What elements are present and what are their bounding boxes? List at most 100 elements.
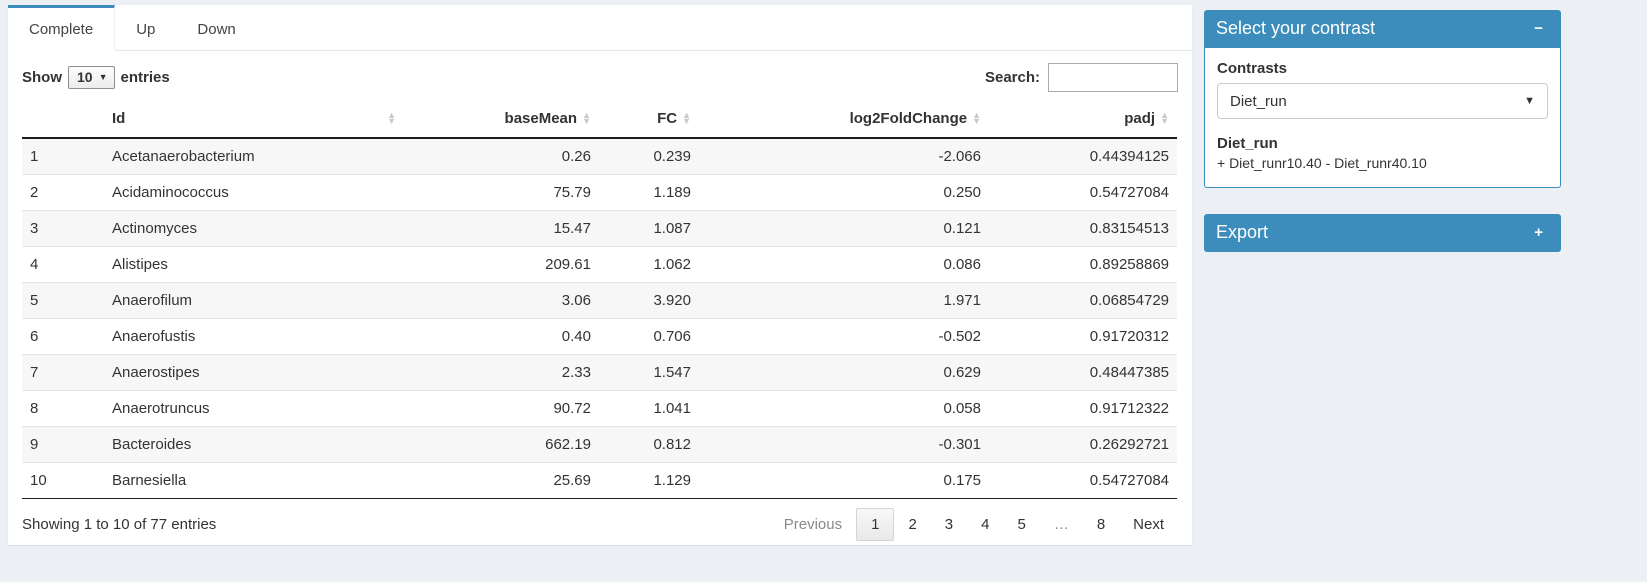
table-controls-row: Show 10 ▼ entries Search:	[22, 61, 1178, 93]
cell-fc: 1.189	[599, 175, 699, 211]
pagination-page-1[interactable]: 1	[856, 508, 894, 541]
export-box-header[interactable]: Export +	[1204, 214, 1561, 252]
tab-up[interactable]: Up	[115, 5, 176, 51]
table-row[interactable]: 4Alistipes209.611.0620.0860.89258869	[22, 247, 1177, 283]
contrast-formula: + Diet_runr10.40 - Diet_runr40.10	[1217, 155, 1548, 171]
cell-log2FoldChange: 1.971	[699, 283, 989, 319]
collapse-plus-icon[interactable]: +	[1528, 225, 1549, 240]
cell-rownum: 5	[22, 283, 104, 319]
table-footer: Showing 1 to 10 of 77 entries Previous12…	[22, 501, 1178, 547]
pagination-previous[interactable]: Previous	[770, 508, 856, 541]
search-control: Search:	[985, 63, 1178, 92]
column-label: baseMean	[505, 110, 578, 127]
cell-rownum: 3	[22, 211, 104, 247]
pagination-page-8[interactable]: 8	[1083, 508, 1119, 541]
cell-id: Acetanaerobacterium	[104, 138, 404, 175]
column-label: log2FoldChange	[850, 110, 968, 127]
cell-baseMean: 25.69	[404, 463, 599, 499]
cell-padj: 0.91720312	[989, 319, 1177, 355]
cell-padj: 0.83154513	[989, 211, 1177, 247]
collapse-minus-icon[interactable]: −	[1528, 21, 1549, 36]
export-box-title: Export	[1216, 222, 1268, 243]
cell-rownum: 6	[22, 319, 104, 355]
table-row[interactable]: 5Anaerofilum3.063.9201.9710.06854729	[22, 283, 1177, 319]
sort-icon: ▲▼	[1160, 113, 1169, 124]
cell-padj: 0.44394125	[989, 138, 1177, 175]
sort-icon: ▲▼	[582, 113, 591, 124]
cell-id: Anaerofilum	[104, 283, 404, 319]
pagination-next[interactable]: Next	[1119, 508, 1178, 541]
cell-fc: 1.129	[599, 463, 699, 499]
table-row[interactable]: 3Actinomyces15.471.0870.1210.83154513	[22, 211, 1177, 247]
sidebar: Select your contrast − Contrasts Diet_ru…	[1204, 10, 1561, 278]
page-length-select[interactable]: 10 ▼	[68, 66, 115, 89]
cell-baseMean: 15.47	[404, 211, 599, 247]
cell-rownum: 4	[22, 247, 104, 283]
column-header-log2FoldChange[interactable]: log2FoldChange▲▼	[699, 101, 989, 138]
contrast-box-header: Select your contrast −	[1204, 10, 1561, 48]
tab-content-complete: Show 10 ▼ entries Search: Id▲▼ baseMean ▲▼…	[8, 51, 1192, 547]
contrasts-label: Contrasts	[1217, 60, 1548, 77]
table-row[interactable]: 2Acidaminococcus75.791.1890.2500.5472708…	[22, 175, 1177, 211]
column-header-baseMean[interactable]: baseMean ▲▼	[404, 101, 599, 138]
page: CompleteUpDown Show 10 ▼ entries Search:	[0, 0, 1647, 582]
search-input[interactable]	[1048, 63, 1178, 92]
cell-rownum: 2	[22, 175, 104, 211]
export-box: Export +	[1204, 214, 1561, 252]
column-label: FC	[657, 110, 677, 127]
cell-id: Alistipes	[104, 247, 404, 283]
cell-padj: 0.48447385	[989, 355, 1177, 391]
cell-padj: 0.26292721	[989, 427, 1177, 463]
pagination-page-5[interactable]: 5	[1003, 508, 1039, 541]
cell-baseMean: 0.40	[404, 319, 599, 355]
cell-padj: 0.89258869	[989, 247, 1177, 283]
pagination-page-3[interactable]: 3	[931, 508, 967, 541]
contrast-box-body: Contrasts Diet_run ▼ Diet_run + Diet_run…	[1204, 48, 1561, 188]
cell-baseMean: 75.79	[404, 175, 599, 211]
pagination: Previous12345…8Next	[770, 508, 1178, 541]
chevron-down-icon: ▼	[99, 72, 108, 82]
sort-icon: ▲▼	[682, 113, 691, 124]
page-length-value: 10	[77, 69, 93, 85]
cell-fc: 1.547	[599, 355, 699, 391]
entries-label: entries	[121, 69, 170, 86]
tab-down[interactable]: Down	[176, 5, 256, 51]
cell-log2FoldChange: 0.086	[699, 247, 989, 283]
cell-padj: 0.91712322	[989, 391, 1177, 427]
cell-id: Actinomyces	[104, 211, 404, 247]
cell-rownum: 7	[22, 355, 104, 391]
pagination-page-4[interactable]: 4	[967, 508, 1003, 541]
cell-fc: 0.706	[599, 319, 699, 355]
tab-complete[interactable]: Complete	[8, 5, 115, 51]
cell-log2FoldChange: -2.066	[699, 138, 989, 175]
cell-id: Acidaminococcus	[104, 175, 404, 211]
cell-log2FoldChange: 0.121	[699, 211, 989, 247]
table-row[interactable]: 10Barnesiella25.691.1290.1750.54727084	[22, 463, 1177, 499]
table-row[interactable]: 8Anaerotruncus90.721.0410.0580.91712322	[22, 391, 1177, 427]
column-header-id[interactable]: Id▲▼	[104, 101, 404, 138]
cell-fc: 1.087	[599, 211, 699, 247]
cell-padj: 0.54727084	[989, 463, 1177, 499]
cell-padj: 0.06854729	[989, 283, 1177, 319]
cell-baseMean: 2.33	[404, 355, 599, 391]
results-table: Id▲▼baseMean▲▼FC▲▼log2FoldChange▲▼padj▲▼…	[22, 101, 1177, 499]
sort-icon: ▲▼	[387, 113, 396, 124]
pagination-page-2[interactable]: 2	[894, 508, 930, 541]
column-header-padj[interactable]: padj▲▼	[989, 101, 1177, 138]
cell-id: Barnesiella	[104, 463, 404, 499]
show-entries-label: Show	[22, 69, 62, 86]
column-header-fc[interactable]: FC ▲▼	[599, 101, 699, 138]
contrast-select[interactable]: Diet_run ▼	[1217, 83, 1548, 119]
chevron-down-icon: ▼	[1524, 95, 1535, 107]
table-row[interactable]: 7Anaerostipes2.331.5470.6290.48447385	[22, 355, 1177, 391]
column-header-rownum	[22, 101, 104, 138]
cell-baseMean: 90.72	[404, 391, 599, 427]
table-row[interactable]: 9Bacteroides662.190.812-0.3010.26292721	[22, 427, 1177, 463]
tab-bar: CompleteUpDown	[8, 5, 1192, 51]
cell-rownum: 1	[22, 138, 104, 175]
cell-fc: 3.920	[599, 283, 699, 319]
table-row[interactable]: 1Acetanaerobacterium0.260.239-2.0660.443…	[22, 138, 1177, 175]
table-row[interactable]: 6Anaerofustis0.400.706-0.5020.91720312	[22, 319, 1177, 355]
contrast-box-title: Select your contrast	[1216, 18, 1375, 39]
cell-baseMean: 3.06	[404, 283, 599, 319]
